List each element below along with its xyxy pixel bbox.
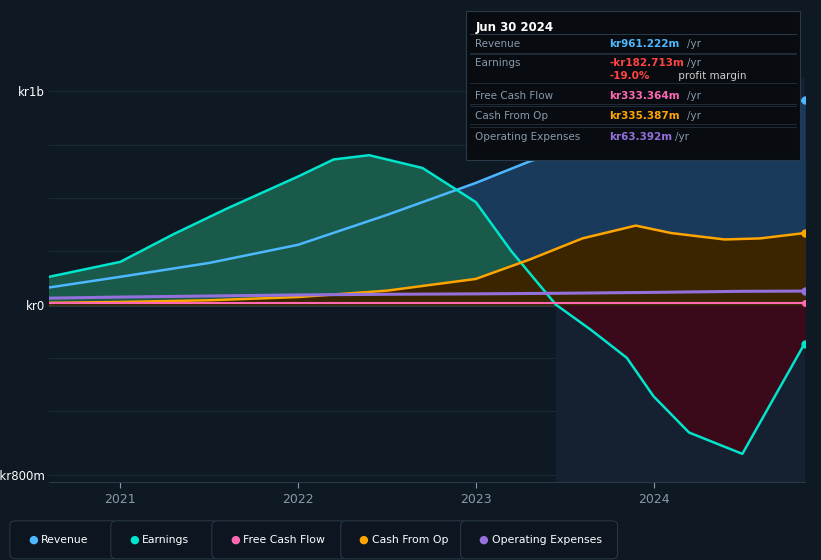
Text: kr335.387m: kr335.387m: [609, 111, 680, 122]
Text: /yr: /yr: [687, 39, 701, 49]
Text: /yr: /yr: [687, 58, 701, 68]
Text: Cash From Op: Cash From Op: [475, 111, 548, 122]
Text: Earnings: Earnings: [475, 58, 521, 68]
Text: ●: ●: [479, 535, 488, 545]
Text: kr961.222m: kr961.222m: [609, 39, 680, 49]
Text: ●: ●: [129, 535, 139, 545]
Text: kr333.364m: kr333.364m: [609, 91, 680, 101]
Text: Jun 30 2024: Jun 30 2024: [475, 21, 553, 35]
Text: ●: ●: [359, 535, 369, 545]
Text: -kr182.713m: -kr182.713m: [609, 58, 684, 68]
Text: ●: ●: [230, 535, 240, 545]
Text: -19.0%: -19.0%: [609, 71, 649, 81]
Text: Operating Expenses: Operating Expenses: [475, 132, 580, 142]
Text: /yr: /yr: [687, 91, 701, 101]
Text: Cash From Op: Cash From Op: [372, 535, 448, 545]
Text: /yr: /yr: [687, 111, 701, 122]
Text: Earnings: Earnings: [142, 535, 189, 545]
Text: kr63.392m: kr63.392m: [609, 132, 672, 142]
Text: Free Cash Flow: Free Cash Flow: [475, 91, 553, 101]
Text: Operating Expenses: Operating Expenses: [492, 535, 602, 545]
Text: Free Cash Flow: Free Cash Flow: [243, 535, 325, 545]
Text: profit margin: profit margin: [675, 71, 746, 81]
Text: ●: ●: [28, 535, 38, 545]
Text: Revenue: Revenue: [41, 535, 89, 545]
Bar: [556, 78, 805, 482]
Text: Revenue: Revenue: [475, 39, 521, 49]
Text: /yr: /yr: [675, 132, 689, 142]
